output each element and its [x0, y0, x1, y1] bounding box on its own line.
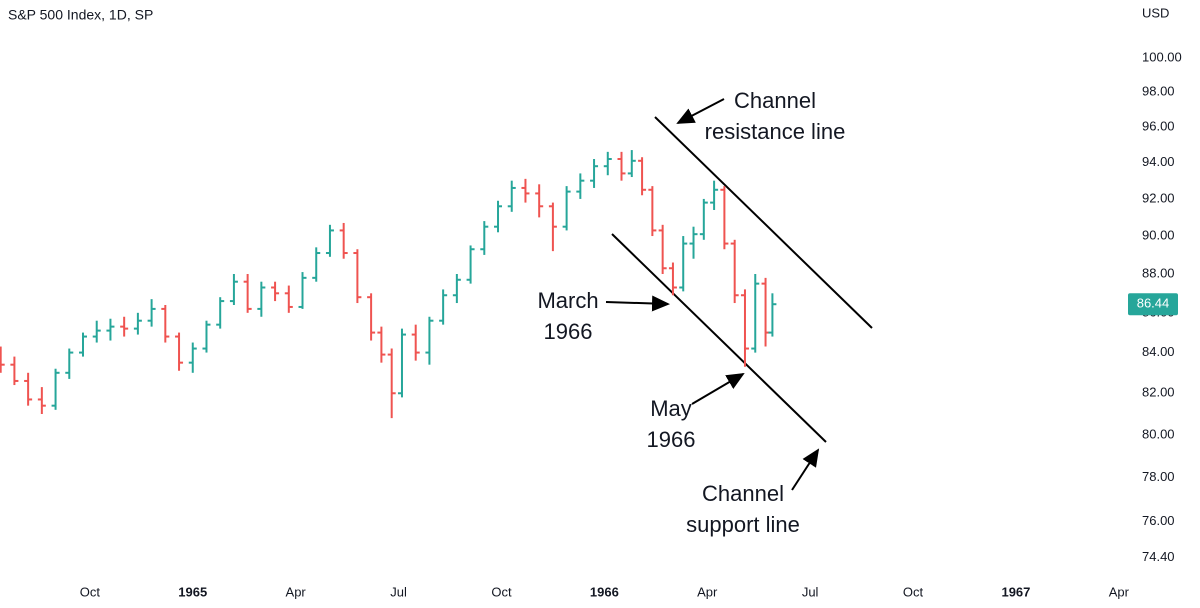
x-tick-label: Oct: [491, 584, 512, 599]
annotation-text: 1966: [647, 427, 696, 452]
arrow: [791, 448, 820, 491]
y-tick-label: 84.00: [1142, 344, 1175, 359]
y-tick-label: 78.00: [1142, 469, 1175, 484]
support-line: [611, 233, 827, 443]
annotation-text: May: [650, 396, 692, 421]
arrow: [676, 98, 725, 124]
annotations: [605, 98, 873, 491]
arrow: [691, 372, 745, 405]
x-tick-label: 1965: [178, 584, 207, 599]
last-price-label: 86.44: [1137, 296, 1170, 311]
annotation-text: Channel: [702, 481, 784, 506]
y-tick-label: 80.00: [1142, 426, 1175, 441]
y-tick-label: 82.00: [1142, 385, 1175, 400]
x-tick-label: 1967: [1001, 584, 1030, 599]
x-tick-label: 1966: [590, 584, 619, 599]
last-price-box: [1128, 293, 1178, 316]
y-tick-label: 94.00: [1142, 154, 1175, 169]
x-tick-label: Oct: [903, 584, 924, 599]
annotation-text: Channel: [734, 88, 816, 113]
y-tick-label: 90.00: [1142, 227, 1175, 242]
y-tick-label: 100.00: [1142, 50, 1182, 65]
x-tick-label: Oct: [80, 584, 101, 599]
y-tick-label: 88.00: [1142, 265, 1175, 280]
annotation-text: resistance line: [705, 119, 846, 144]
x-tick-label: Jul: [390, 584, 407, 599]
y-tick-label: 96.00: [1142, 118, 1175, 133]
y-tick-label: 76.00: [1142, 513, 1175, 528]
y-tick-label: 74.40: [1142, 549, 1175, 564]
y-tick-label: 92.00: [1142, 190, 1175, 205]
annotation-text: support line: [686, 512, 800, 537]
y-tick-label: 98.00: [1142, 84, 1175, 99]
x-tick-label: Jul: [802, 584, 819, 599]
x-tick-label: Apr: [697, 584, 718, 599]
resistance-line: [654, 116, 873, 329]
x-tick-label: Apr: [286, 584, 307, 599]
x-tick-label: Apr: [1109, 584, 1130, 599]
arrow: [605, 295, 670, 312]
chart-title: S&P 500 Index, 1D, SP: [8, 7, 153, 23]
currency-label: USD: [1142, 5, 1169, 20]
annotation-text: March: [537, 288, 598, 313]
annotation-text: 1966: [544, 319, 593, 344]
